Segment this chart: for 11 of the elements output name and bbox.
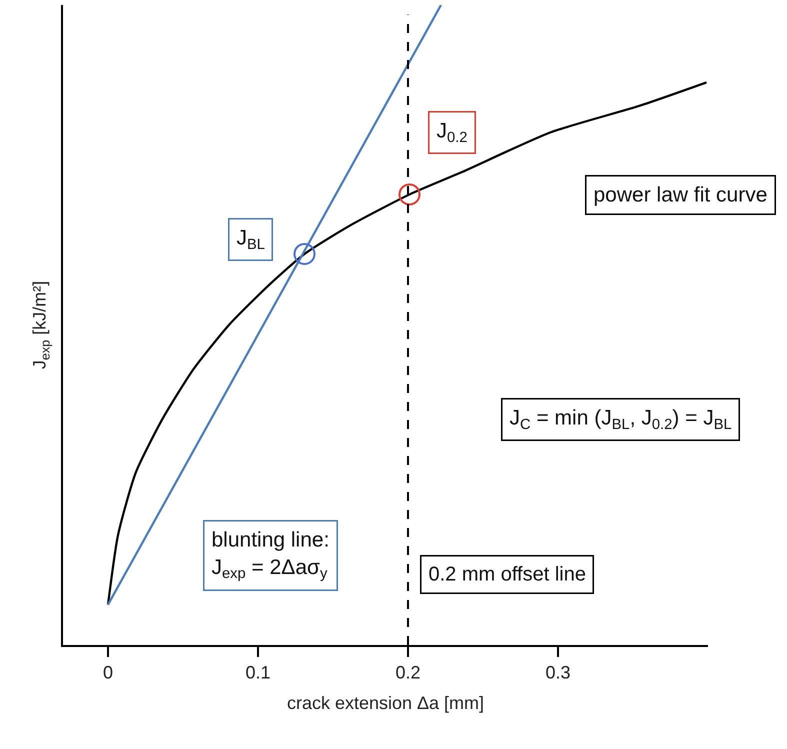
- x-axis-title: crack extension Δa [mm]: [286, 693, 484, 714]
- annotation: J$_{0.2}$: [436, 120, 468, 146]
- annotation: J$_{C}$ = min (J$_{BL}$, J$_{0.2}$) = J$_{BL}$: [510, 406, 732, 433]
- x-tick-label: 0.3: [545, 662, 571, 683]
- annotation: power law fit curve: [594, 184, 768, 206]
- x-tick-label: 0: [102, 662, 114, 683]
- x-tick-label: 0.2: [395, 662, 421, 683]
- ref-line-label: 0.2 mm offset line: [428, 564, 586, 586]
- x-tick-label: 0.1: [245, 662, 271, 683]
- annotation: J$_{BL}$: [236, 226, 265, 253]
- annotation: blunting line: J$_{exp}$ = 2Δaσ$_{y}$: [212, 528, 330, 582]
